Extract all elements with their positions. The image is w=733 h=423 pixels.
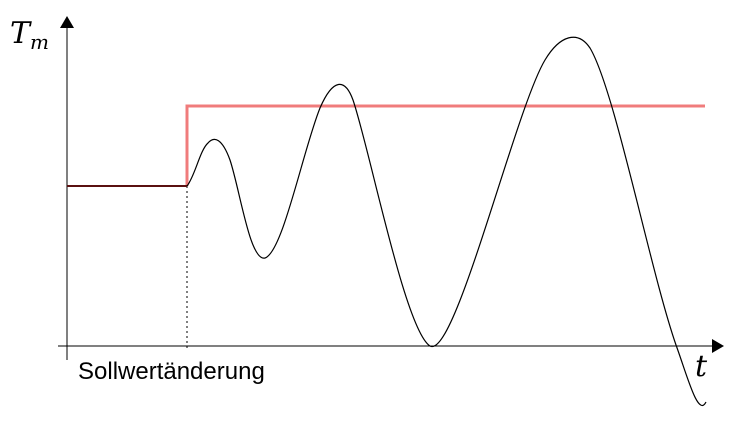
oscillating-response-curve [186,36,707,406]
x-axis-label: t [695,349,708,384]
setpoint-step-line [185,104,705,186]
y-axis-arrow [60,16,74,28]
x-axis-arrow [712,339,724,353]
y-axis-label: Tm [10,16,49,54]
setpoint-change-label: Sollwertänderung [78,358,265,385]
